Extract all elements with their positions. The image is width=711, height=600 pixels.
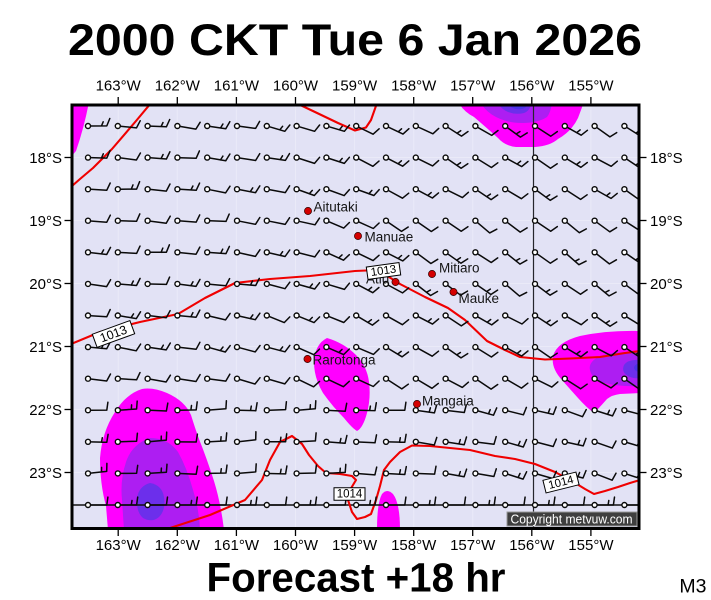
svg-text:158°W: 158°W: [391, 537, 437, 554]
svg-text:22°S: 22°S: [29, 402, 62, 419]
svg-text:161°W: 161°W: [214, 78, 260, 95]
svg-text:160°W: 160°W: [273, 78, 319, 95]
svg-text:160°W: 160°W: [273, 537, 319, 554]
svg-text:157°W: 157°W: [450, 537, 496, 554]
svg-text:1014: 1014: [337, 488, 363, 500]
svg-text:21°S: 21°S: [650, 339, 683, 356]
svg-text:156°W: 156°W: [509, 78, 555, 95]
svg-text:18°S: 18°S: [29, 150, 62, 167]
svg-text:162°W: 162°W: [155, 78, 201, 95]
svg-text:21°S: 21°S: [29, 339, 62, 356]
svg-text:1013: 1013: [370, 264, 397, 279]
svg-text:23°S: 23°S: [29, 465, 62, 482]
svg-text:2000 CKT Tue 6 Jan 2026: 2000 CKT Tue 6 Jan 2026: [68, 16, 642, 65]
svg-text:Mauke: Mauke: [459, 291, 500, 306]
svg-text:Forecast +18 hr: Forecast +18 hr: [207, 555, 506, 600]
svg-text:Rarotonga: Rarotonga: [313, 353, 377, 368]
svg-text:Aitutaki: Aitutaki: [314, 200, 358, 215]
svg-text:161°W: 161°W: [214, 537, 260, 554]
svg-text:19°S: 19°S: [650, 213, 683, 230]
svg-text:163°W: 163°W: [96, 537, 142, 554]
svg-text:159°W: 159°W: [332, 537, 378, 554]
svg-text:23°S: 23°S: [650, 465, 683, 482]
svg-text:163°W: 163°W: [96, 78, 142, 95]
svg-text:Manuae: Manuae: [365, 230, 414, 245]
svg-text:18°S: 18°S: [650, 150, 683, 167]
svg-text:20°S: 20°S: [650, 276, 683, 293]
svg-text:157°W: 157°W: [450, 78, 496, 95]
svg-text:158°W: 158°W: [391, 78, 437, 95]
svg-text:155°W: 155°W: [568, 537, 614, 554]
svg-text:162°W: 162°W: [155, 537, 201, 554]
svg-text:155°W: 155°W: [568, 78, 614, 95]
svg-text:M3: M3: [679, 576, 706, 598]
svg-text:Copyright metvuw.com: Copyright metvuw.com: [511, 513, 633, 527]
svg-text:156°W: 156°W: [509, 537, 555, 554]
svg-text:Mitiaro: Mitiaro: [439, 261, 480, 276]
svg-text:22°S: 22°S: [650, 402, 683, 419]
svg-text:19°S: 19°S: [29, 213, 62, 230]
svg-text:Mangaia: Mangaia: [422, 394, 474, 409]
svg-text:20°S: 20°S: [29, 276, 62, 293]
svg-text:159°W: 159°W: [332, 78, 378, 95]
